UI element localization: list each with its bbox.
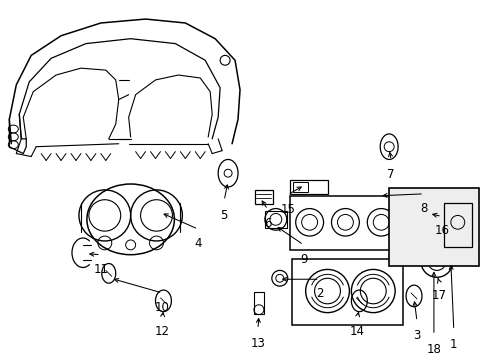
Text: 9: 9	[299, 253, 307, 266]
Bar	[443, 203, 471, 247]
Text: 18: 18	[426, 343, 441, 356]
Text: 10: 10	[155, 301, 169, 314]
Bar	[289, 180, 327, 194]
Text: 12: 12	[155, 325, 170, 338]
Text: 14: 14	[349, 325, 364, 338]
Bar	[254, 190, 272, 204]
Text: 2: 2	[315, 287, 323, 300]
Bar	[291, 258, 402, 325]
Text: 3: 3	[412, 329, 420, 342]
Bar	[253, 292, 264, 314]
Text: 15: 15	[280, 203, 295, 216]
Text: 13: 13	[250, 337, 265, 350]
Bar	[292, 182, 307, 192]
Text: 6: 6	[264, 217, 271, 230]
Text: 7: 7	[386, 168, 394, 181]
Bar	[289, 196, 400, 250]
Bar	[264, 211, 286, 228]
Text: 8: 8	[419, 202, 427, 215]
Text: 16: 16	[433, 224, 448, 237]
Text: 17: 17	[430, 289, 446, 302]
Text: 11: 11	[93, 262, 108, 275]
Bar	[388, 188, 478, 266]
Text: 4: 4	[194, 237, 202, 250]
Text: 5: 5	[220, 208, 227, 221]
Text: 1: 1	[449, 338, 457, 351]
